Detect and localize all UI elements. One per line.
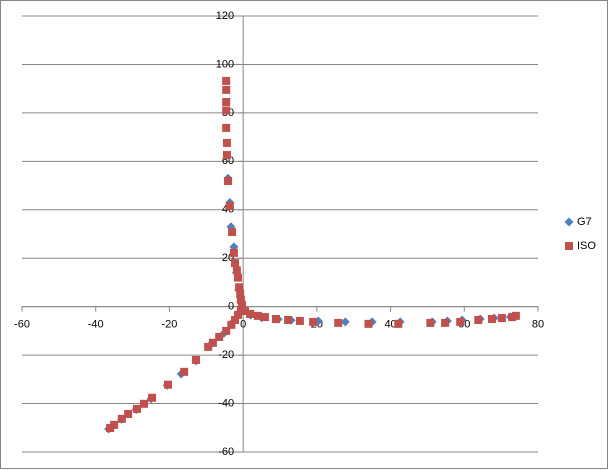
point: [497, 314, 506, 323]
legend-label: G7: [577, 216, 592, 228]
y-tick-label: 0: [228, 301, 234, 313]
point: [229, 248, 238, 257]
point: [394, 319, 403, 328]
point: [260, 313, 269, 322]
point: [225, 201, 234, 210]
point: [238, 300, 247, 309]
point: [426, 318, 435, 327]
point: [240, 307, 249, 316]
point: [232, 266, 241, 275]
y-tick-label: -40: [218, 397, 234, 409]
point: [222, 326, 231, 335]
x-tick-label: -60: [14, 319, 30, 331]
point: [215, 332, 224, 341]
x-tick-label: -40: [88, 319, 104, 331]
point: [163, 380, 172, 389]
point: [148, 393, 157, 402]
point: [441, 318, 450, 327]
point: [222, 85, 231, 94]
legend-label: ISO: [577, 240, 596, 252]
point: [236, 295, 245, 304]
point: [284, 315, 293, 324]
point: [228, 228, 237, 237]
point: [222, 138, 231, 147]
point: [117, 414, 126, 423]
point: [227, 320, 236, 329]
point: [222, 151, 231, 160]
point: [208, 338, 217, 347]
point: [253, 311, 262, 320]
x-tick-label: -20: [161, 319, 177, 331]
x-tick-label: 40: [384, 319, 396, 331]
point: [231, 315, 240, 324]
x-tick-label: 80: [532, 319, 544, 331]
point: [487, 315, 496, 324]
point: [231, 259, 240, 268]
point: [364, 319, 373, 328]
point: [180, 367, 189, 376]
point: [204, 342, 213, 351]
point: [191, 355, 200, 364]
y-tick-label: -20: [218, 349, 234, 361]
point: [222, 97, 231, 106]
point: [222, 106, 231, 115]
point: [222, 76, 231, 85]
y-tick-label: 120: [216, 10, 234, 22]
point: [236, 290, 245, 299]
point: [236, 305, 245, 314]
point: [340, 317, 350, 327]
point: [474, 315, 483, 324]
point: [233, 273, 242, 282]
point: [334, 318, 343, 327]
point: [235, 283, 244, 292]
point: [124, 409, 133, 418]
legend-marker: [564, 217, 574, 227]
point: [222, 123, 231, 132]
y-tick-label: -60: [218, 446, 234, 458]
point: [132, 404, 141, 413]
point: [246, 309, 255, 318]
legend-marker: [565, 242, 573, 250]
point: [511, 311, 520, 320]
point: [295, 316, 304, 325]
point: [233, 310, 242, 319]
point: [110, 420, 119, 429]
y-tick-label: 100: [216, 58, 234, 70]
point: [139, 399, 148, 408]
point: [456, 317, 465, 326]
x-tick-label: 0: [240, 319, 246, 331]
point: [309, 317, 318, 326]
point: [106, 424, 115, 433]
point: [271, 315, 280, 324]
point: [224, 176, 233, 185]
